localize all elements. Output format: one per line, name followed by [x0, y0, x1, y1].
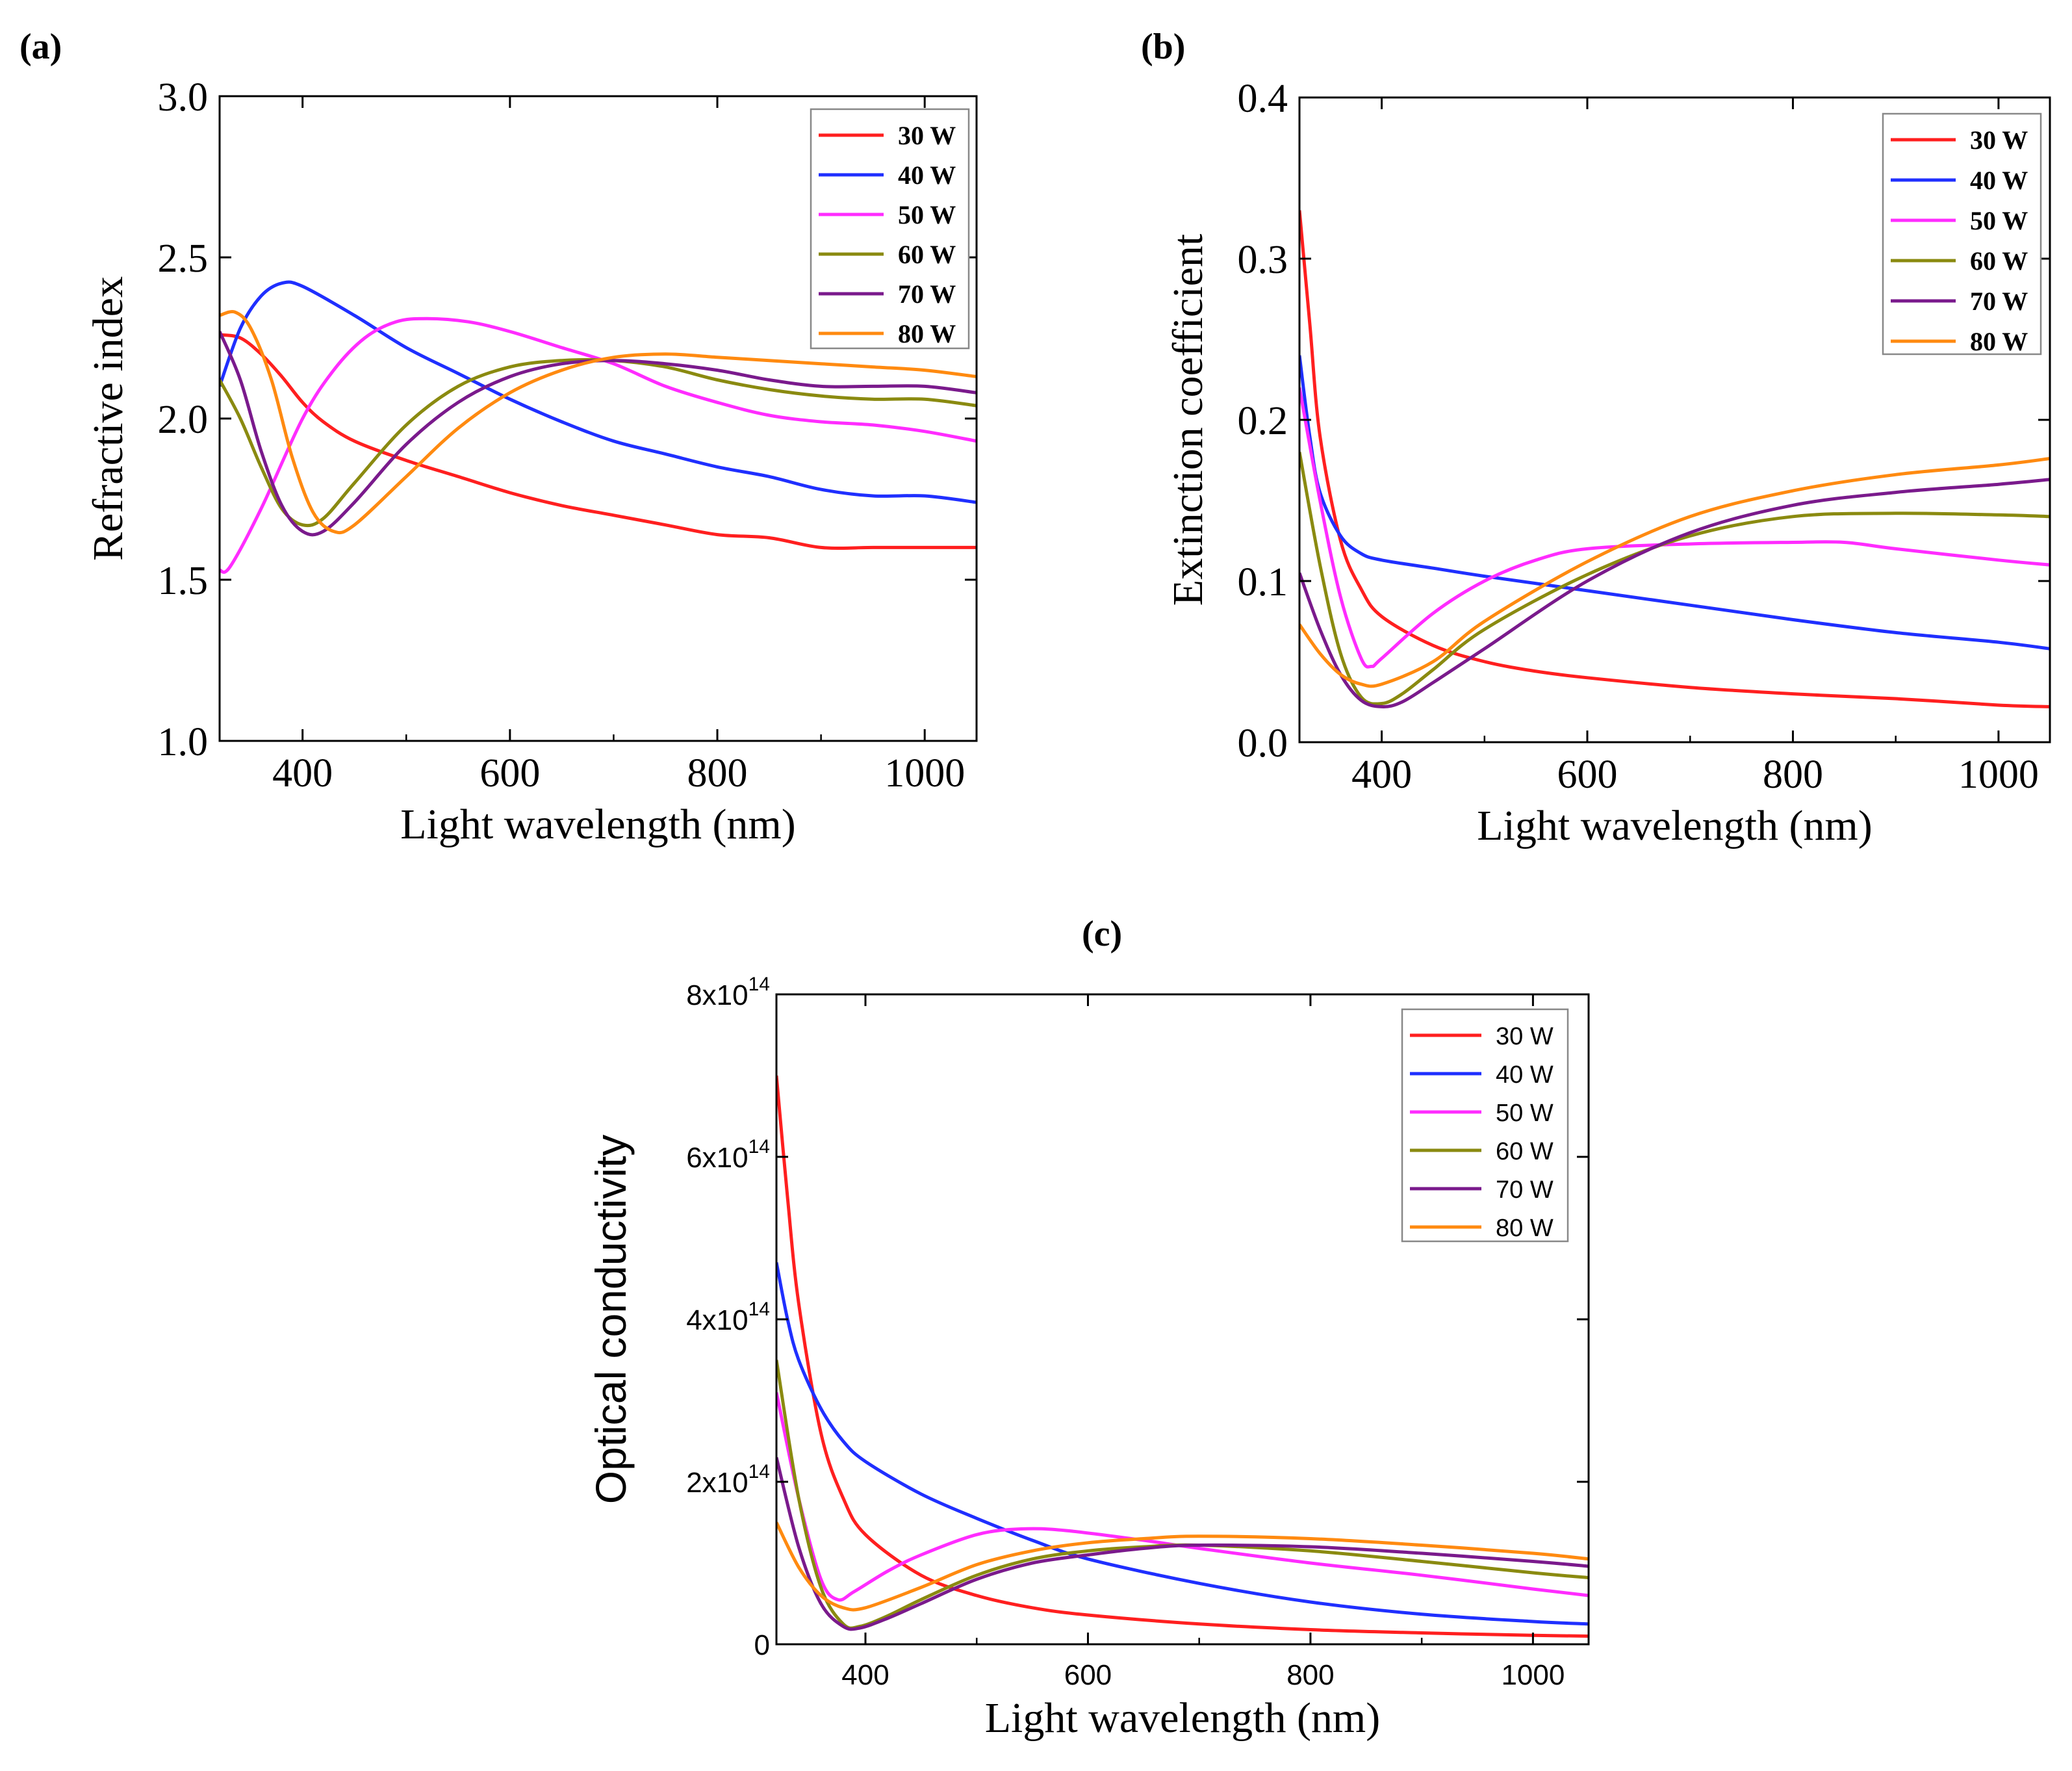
legend-label-40w: 40 W [898, 161, 956, 190]
legend-label-30w: 30 W [898, 121, 956, 150]
legend-label-80w: 80 W [898, 319, 956, 348]
y-axis-label: Refractive index [84, 276, 132, 561]
y-tick-label: 1.0 [158, 720, 209, 764]
series-line-40w [1299, 355, 2050, 651]
y-tick-label: 1.5 [158, 559, 209, 603]
y-tick-label: 0.2 [1238, 399, 1288, 443]
y-tick-label: 0 [754, 1629, 770, 1661]
series-line-60w [1299, 452, 2050, 706]
x-tick-label: 600 [480, 751, 540, 795]
y-tick-label-base: 0 [754, 1629, 770, 1661]
y-tick-label: 0.4 [1238, 77, 1288, 121]
y-tick-label: 0.1 [1238, 560, 1288, 604]
y-tick-label-base: 8x10 [686, 979, 748, 1011]
y-tick-label-base: 6x10 [686, 1142, 748, 1174]
x-tick-label: 600 [1557, 753, 1618, 797]
legend: 30 W 40 W 50 W 60 W 70 W 80 W [1401, 1008, 1569, 1243]
panel-label: (c) [1082, 914, 1122, 954]
x-tick-label: 400 [1351, 753, 1412, 797]
x-axis-label: Light wavelength (nm) [400, 801, 796, 848]
x-tick-label: 600 [1064, 1659, 1112, 1691]
legend-label-60w: 60 W [1970, 246, 2028, 276]
series-line-70w [1299, 478, 2050, 708]
legend-label-30w: 30 W [1496, 1023, 1554, 1050]
y-tick-label: 3.0 [158, 75, 209, 120]
series-line-50w [776, 1391, 1589, 1602]
series-line-70w [220, 331, 977, 537]
y-tick-label-exponent: 14 [748, 1299, 770, 1320]
legend-label-80w: 80 W [1496, 1215, 1554, 1242]
y-axis-label: Optical conductivity [587, 1135, 635, 1505]
series-line-30w [1299, 210, 2050, 708]
y-tick-label-base: 2x10 [686, 1467, 748, 1499]
series-line-80w [1299, 457, 2050, 688]
legend-box [1882, 112, 2042, 355]
series-line-30w [220, 333, 977, 550]
x-tick-label: 800 [687, 751, 748, 795]
legend-label-40w: 40 W [1970, 166, 2028, 195]
y-tick-label: 8x1014 [686, 974, 770, 1011]
series-line-80w [776, 1521, 1589, 1612]
y-tick-label: 2.0 [158, 398, 209, 442]
x-tick-label: 1000 [884, 751, 965, 795]
legend-label-40w: 40 W [1496, 1061, 1554, 1089]
legend-label-50w: 50 W [1970, 206, 2028, 235]
legend: 30 W 40 W 50 W 60 W 70 W 80 W [1882, 112, 2042, 356]
panel-label: (b) [1141, 27, 1185, 67]
series-line-60w [776, 1360, 1589, 1630]
panel-b: (b) 400 600 800 1000 0.0 0.1 0.2 0.3 0.4 Light wav… [1141, 27, 2051, 849]
x-axis-label: Light wavelength (nm) [985, 1694, 1381, 1742]
legend-label-50w: 50 W [1496, 1100, 1554, 1127]
legend-box [810, 108, 970, 350]
y-tick-label: 2.5 [158, 237, 209, 281]
y-tick-label: 4x1014 [686, 1299, 770, 1336]
series-group [1299, 210, 2050, 708]
legend-label-80w: 80 W [1970, 327, 2028, 356]
legend-label-60w: 60 W [1496, 1138, 1554, 1165]
panel-c: (c)400 600 800 100002x10144x10146x10148x101… [587, 914, 1590, 1742]
series-group [220, 280, 977, 574]
legend-label-60w: 60 W [898, 240, 956, 269]
x-tick-label: 1000 [1501, 1659, 1565, 1691]
x-tick-label: 400 [272, 751, 333, 795]
y-tick-label-exponent: 14 [748, 1461, 770, 1482]
x-tick-label: 1000 [1958, 753, 2039, 797]
x-tick-label: 800 [1286, 1659, 1334, 1691]
y-tick-label: 0.0 [1238, 721, 1288, 766]
series-line-40w [776, 1262, 1589, 1626]
y-tick-label: 0.3 [1238, 238, 1288, 282]
legend-box [1401, 1008, 1569, 1243]
y-tick-label: 2x1014 [686, 1461, 770, 1499]
series-line-70w [776, 1456, 1589, 1631]
legend-label-70w: 70 W [898, 279, 956, 309]
series-line-50w [1299, 387, 2050, 669]
panel-a: (a) 400 600 800 1000 1.0 1.5 2.0 2.5 3.0 Light wav… [19, 27, 978, 848]
x-tick-label: 800 [1763, 753, 1823, 797]
panel-label: (a) [19, 27, 62, 67]
x-axis-label: Light wavelength (nm) [1477, 802, 1873, 849]
series-line-80w [220, 310, 977, 535]
y-tick-label: 6x1014 [686, 1136, 770, 1174]
y-tick-label-exponent: 14 [748, 1136, 770, 1157]
legend-label-70w: 70 W [1496, 1176, 1554, 1204]
legend-label-30w: 30 W [1970, 125, 2028, 155]
y-tick-label-base: 4x10 [686, 1304, 748, 1336]
series-line-30w [776, 1075, 1589, 1638]
series-group [776, 1075, 1589, 1638]
y-axis-label: Extinction coefficient [1164, 234, 1212, 606]
legend: 30 W 40 W 50 W 60 W 70 W 80 W [810, 108, 970, 350]
x-tick-label: 400 [841, 1659, 889, 1691]
y-tick-label-exponent: 14 [748, 974, 770, 995]
series-line-40w [220, 280, 977, 504]
legend-label-70w: 70 W [1970, 287, 2028, 316]
legend-label-50w: 50 W [898, 200, 956, 229]
series-line-50w [220, 317, 977, 574]
